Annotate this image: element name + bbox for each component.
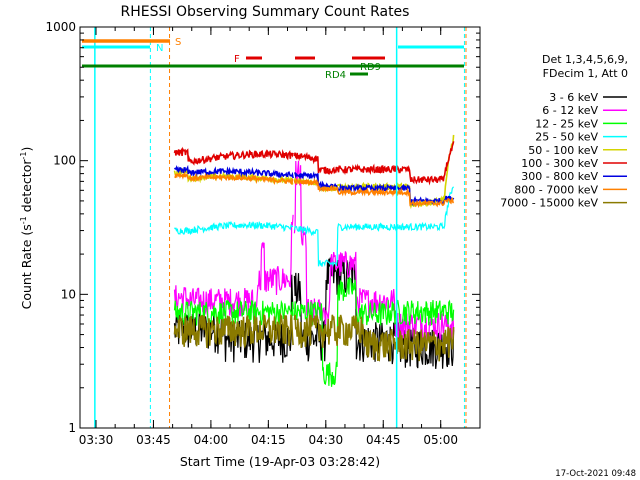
series-line-6-seg-1 bbox=[173, 146, 294, 166]
y-axis-label-sup2: -1 bbox=[19, 152, 28, 160]
flag-label-f: F bbox=[234, 54, 240, 65]
x-tick-label: 04:45 bbox=[366, 433, 401, 447]
series-line-9-seg-2 bbox=[293, 314, 455, 362]
spectral-bands bbox=[173, 134, 455, 387]
x-tick-label: 03:30 bbox=[79, 433, 114, 447]
series-line-6-seg-2 bbox=[293, 141, 455, 186]
flag-label-s: S bbox=[175, 37, 181, 48]
legend-label-2: 6 - 12 keV bbox=[542, 104, 598, 117]
plot-area-border bbox=[79, 26, 481, 429]
y-tick-label: 10 bbox=[61, 287, 76, 301]
series-line-4-seg-2 bbox=[293, 186, 455, 268]
series-line-8-seg-1 bbox=[174, 170, 294, 186]
vertical-markers bbox=[94, 27, 467, 428]
legend-header-2: FDecim 1, Att 0 bbox=[543, 67, 628, 80]
x-tick-label: 04:30 bbox=[309, 433, 344, 447]
legend-label-4: 25 - 50 keV bbox=[535, 131, 598, 144]
x-tick-label: 03:45 bbox=[136, 433, 171, 447]
footer-date: 17-Oct-2021 09:48 bbox=[555, 469, 636, 479]
legend-label-7: 300 - 800 keV bbox=[521, 170, 598, 183]
legend-label-8: 800 - 7000 keV bbox=[514, 183, 598, 196]
series-line-7-seg-1 bbox=[173, 164, 294, 180]
y-axis-label-main: Count Rate (s bbox=[19, 224, 34, 309]
flag-label-rd9: RD9 bbox=[360, 62, 381, 73]
y-axis-label-sup1: -1 bbox=[19, 216, 28, 224]
y-tick-label: 1000 bbox=[45, 20, 76, 34]
x-tick-label: 04:00 bbox=[194, 433, 229, 447]
legend-header-1: Det 1,3,4,5,6,9, bbox=[542, 53, 628, 66]
flag-label-n: N bbox=[156, 43, 163, 54]
series-line-8-seg-2 bbox=[293, 177, 455, 209]
legend-label-1: 3 - 6 keV bbox=[549, 91, 598, 104]
y-axis-label: Count Rate (s-1 detector-1) bbox=[19, 147, 34, 310]
axes: 1 10 100 1000 03:30 03:45 04:00 04:15 04:30 04:45… bbox=[45, 20, 480, 447]
legend: Det 1,3,4,5,6,9,FDecim 1, Att 0 3 - 6 keV… bbox=[500, 53, 628, 210]
chart-title: RHESSI Observing Summary Count Rates bbox=[121, 4, 410, 20]
y-axis-label-end: ) bbox=[19, 147, 34, 152]
flag-bars: S N F RD9 RD4 bbox=[82, 37, 464, 81]
series-line-3-seg-2 bbox=[293, 276, 455, 387]
series-line-9-seg-1 bbox=[173, 312, 294, 349]
legend-label-9: 7000 - 15000 keV bbox=[500, 197, 598, 210]
y-tick-label: 1 bbox=[68, 421, 76, 435]
legend-label-3: 12 - 25 keV bbox=[535, 117, 598, 130]
y-tick-label: 100 bbox=[53, 154, 76, 168]
x-tick-label: 05:00 bbox=[423, 433, 458, 447]
x-tick-label: 04:15 bbox=[251, 433, 286, 447]
plot-frame bbox=[79, 26, 481, 429]
x-axis-label: Start Time (19-Apr-03 03:28:42) bbox=[180, 454, 380, 469]
y-axis-label-mid: detector bbox=[19, 159, 34, 217]
legend-label-6: 100 - 300 keV bbox=[521, 157, 598, 170]
legend-label-5: 50 - 100 keV bbox=[528, 144, 598, 157]
series-line-3-seg-1 bbox=[173, 299, 294, 328]
flag-label-rd4: RD4 bbox=[325, 70, 346, 81]
series-line-4-seg-1 bbox=[174, 220, 294, 236]
